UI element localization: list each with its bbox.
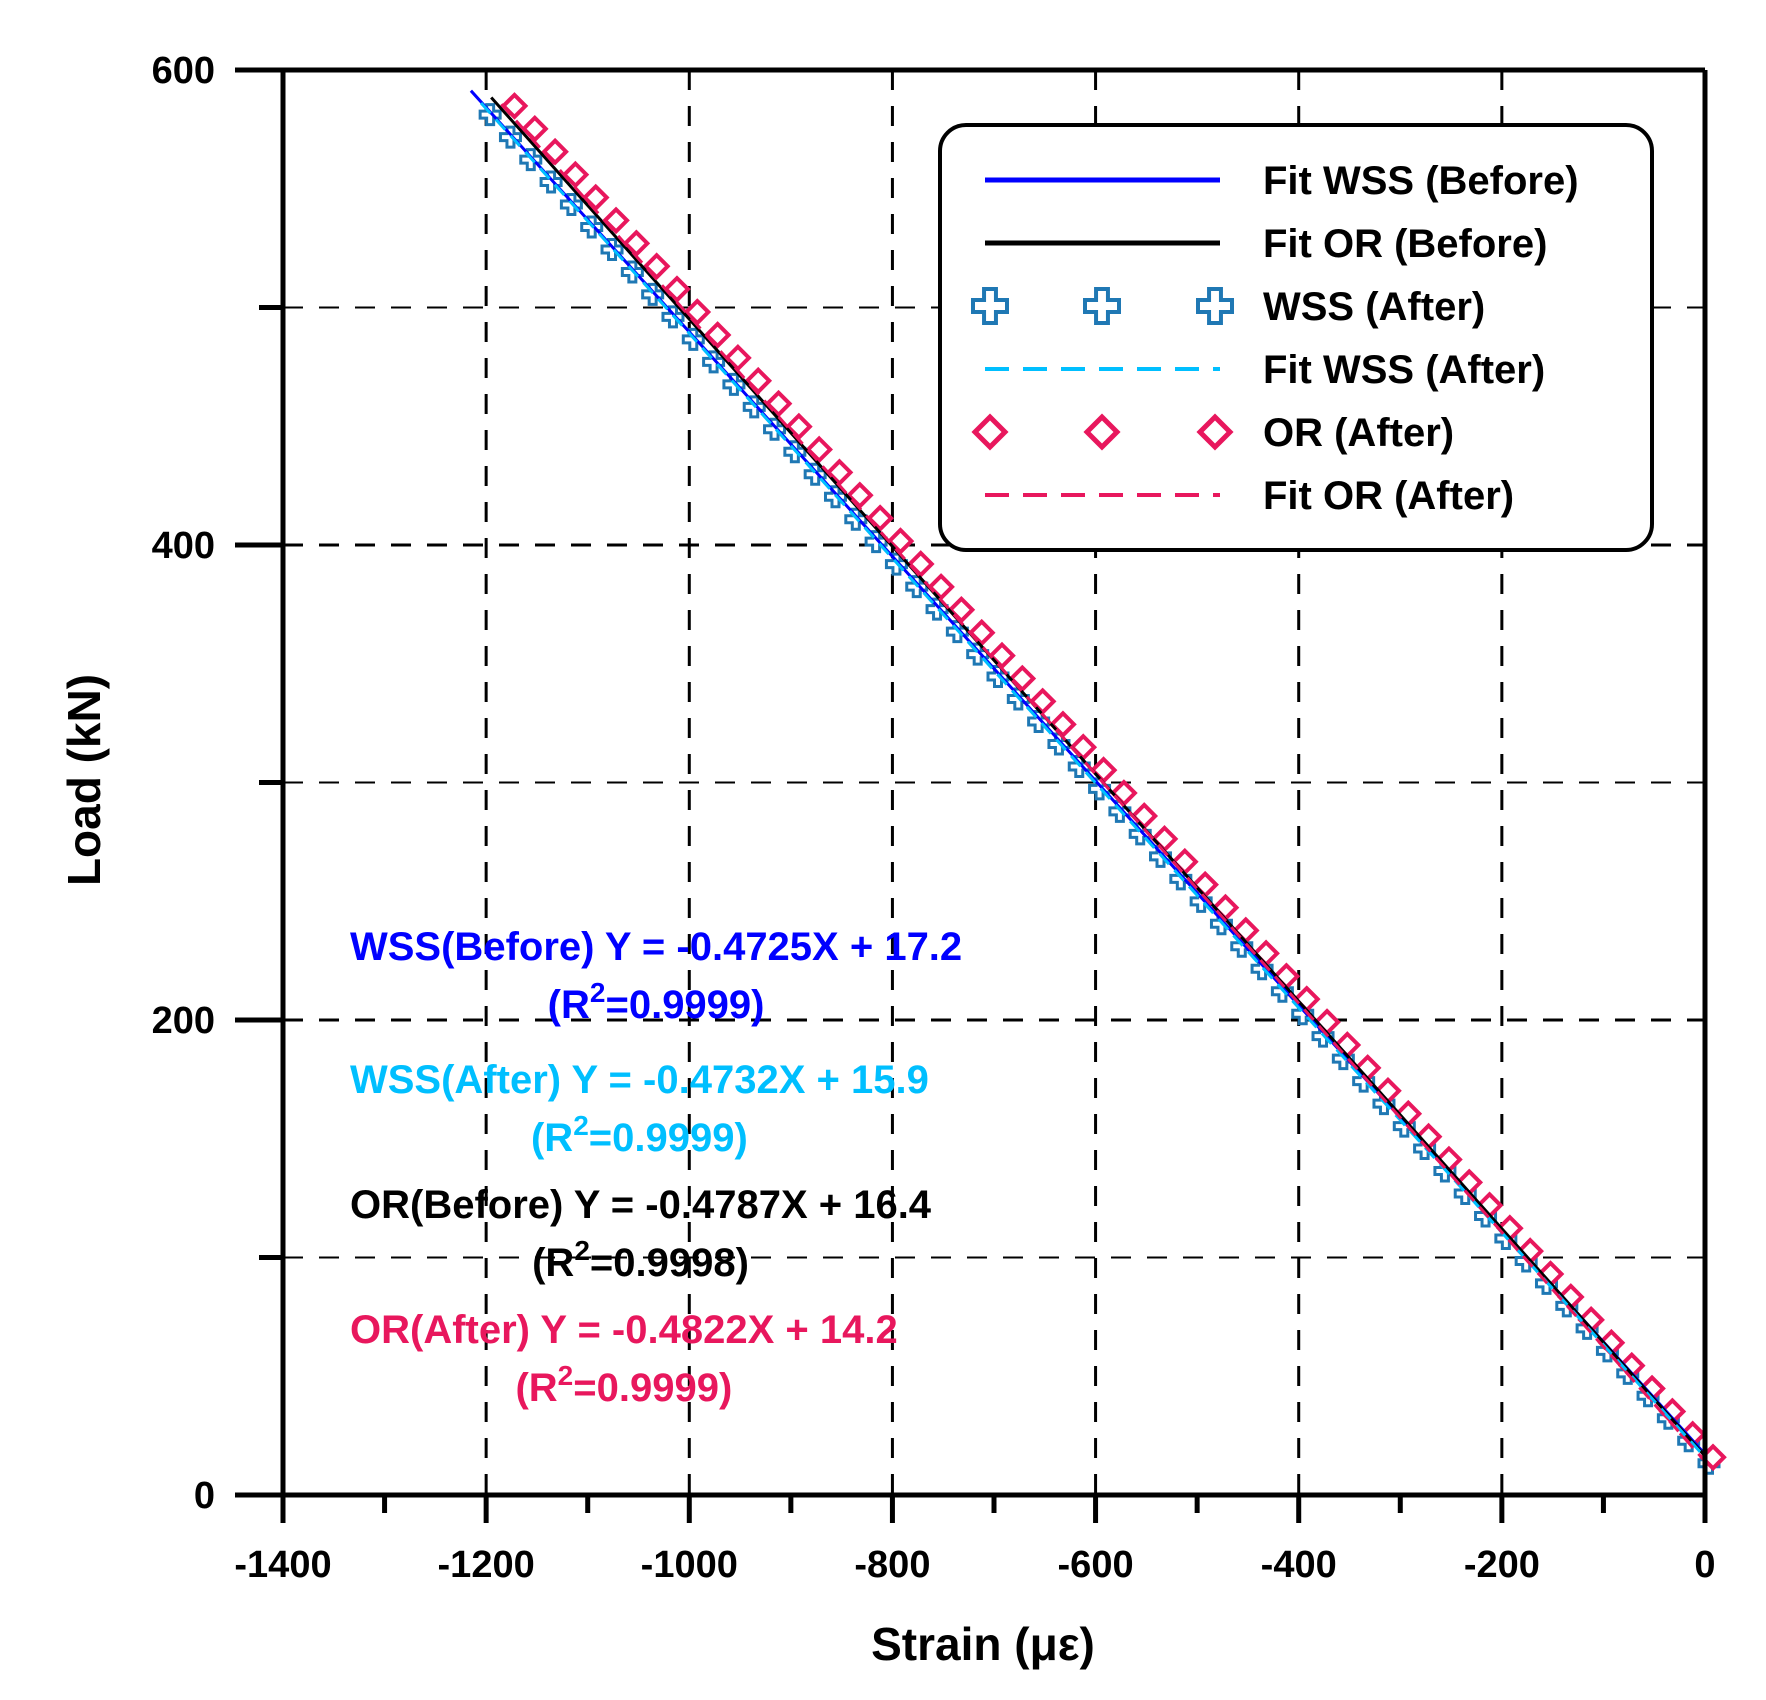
r-squared-line: (R2=0.9999)	[531, 1110, 748, 1160]
legend-item-fit-or-after-: Fit OR (After)	[985, 474, 1514, 518]
data-point-wss-after	[641, 282, 665, 306]
data-point-or-after	[967, 618, 996, 647]
legend: Fit WSS (Before) Fit OR (Before) WSS (Afte…	[938, 123, 1654, 552]
equation-line: OR(Before) Y = -0.4787X + 16.4	[350, 1183, 932, 1227]
r-squared-line: (R2=0.9999)	[548, 977, 765, 1027]
x-tick-label: -200	[1464, 1544, 1540, 1586]
data-point-or-after	[906, 550, 935, 578]
equation-line: WSS(After) Y = -0.4732X + 15.9	[350, 1058, 929, 1102]
x-tick-label: -400	[1261, 1544, 1337, 1586]
data-point-or-after	[988, 641, 1016, 670]
legend-label: Fit WSS (After)	[1263, 348, 1545, 392]
data-point-wss-after	[478, 103, 502, 127]
legend-item-fit-or-before-: Fit OR (Before)	[985, 222, 1547, 266]
legend-swatch-cross-marker	[1196, 287, 1234, 325]
equation-1: WSS(After) Y = -0.4732X + 15.9 (R2=0.9999…	[350, 1058, 929, 1160]
r-squared-prefix: (R	[531, 1116, 573, 1160]
data-point-wss-after	[925, 597, 949, 621]
data-point-or-after	[1028, 687, 1057, 716]
y-tick-label: 600	[152, 50, 215, 92]
data-point-wss-after	[1027, 709, 1051, 733]
legend-item-fit-wss-before-: Fit WSS (Before)	[985, 159, 1579, 203]
equation-line: OR(After) Y = -0.4822X + 14.2	[350, 1308, 898, 1352]
x-axis-title: Strain (με)	[871, 1618, 1095, 1670]
data-point-wss-after	[702, 350, 726, 374]
legend-item-fit-wss-after-: Fit WSS (After)	[985, 348, 1545, 392]
data-point-or-after	[927, 573, 955, 601]
y-tick-label: 400	[152, 525, 215, 567]
legend-swatch-cross-marker	[971, 287, 1009, 325]
x-tick-label: -600	[1058, 1544, 1134, 1586]
r-squared-value: =0.9998)	[590, 1241, 749, 1285]
data-point-wss-after	[864, 530, 888, 554]
x-tick-label: -800	[854, 1544, 930, 1586]
fit-line-fit-or-before-	[490, 96, 1707, 1458]
r-squared-line: (R2=0.9998)	[532, 1235, 749, 1285]
r-squared-prefix: (R	[548, 983, 590, 1027]
data-point-or-after	[805, 435, 833, 464]
data-point-wss-after	[966, 642, 990, 666]
data-point-or-after	[663, 275, 691, 303]
legend-swatch-cross-marker	[1083, 287, 1121, 325]
data-point-or-after	[1069, 733, 1098, 762]
r-squared-value: =0.9999)	[589, 1116, 748, 1160]
data-point-or-after	[1049, 710, 1077, 739]
data-point-wss-after	[763, 417, 787, 441]
r-squared-value: =0.9999)	[605, 983, 764, 1027]
r-squared-superscript: 2	[590, 977, 606, 1008]
legend-item-wss-after-: WSS (After)	[971, 285, 1485, 329]
legend-label: OR (After)	[1263, 411, 1454, 455]
equation-3: OR(After) Y = -0.4822X + 14.2 (R2=0.9999)	[350, 1308, 898, 1410]
y-tick-label: 0	[194, 1475, 215, 1517]
data-point-wss-after	[803, 462, 827, 486]
x-tick-label: -1400	[234, 1544, 331, 1586]
x-tick-label: -1200	[438, 1544, 535, 1586]
r-squared-superscript: 2	[573, 1110, 589, 1141]
data-point-wss-after	[600, 237, 624, 261]
y-axis-title: Load (kN)	[58, 674, 110, 886]
equation-annotations: WSS(Before) Y = -0.4725X + 17.2(R2=0.999…	[350, 925, 962, 1410]
data-point-wss-after	[1088, 777, 1112, 801]
r-squared-superscript: 2	[558, 1360, 574, 1391]
y-tick-label: 200	[152, 1000, 215, 1042]
equation-line: WSS(Before) Y = -0.4725X + 17.2	[350, 925, 962, 969]
legend-swatch-diamond-marker	[1196, 413, 1234, 451]
data-point-or-after	[947, 595, 976, 624]
data-point-wss-after	[539, 170, 563, 194]
r-squared-line: (R2=0.9999)	[515, 1360, 732, 1410]
x-tick-label: -1000	[641, 1544, 738, 1586]
legend-box	[938, 123, 1654, 552]
legend-label: Fit OR (After)	[1263, 474, 1514, 518]
r-squared-prefix: (R	[515, 1366, 557, 1410]
legend-swatch-diamond-marker	[971, 413, 1009, 451]
legend-label: WSS (After)	[1263, 285, 1485, 329]
r-squared-prefix: (R	[532, 1241, 574, 1285]
legend-label: Fit WSS (Before)	[1263, 159, 1579, 203]
legend-item-or-after-: OR (After)	[971, 411, 1454, 455]
axis-ticks: -1400 -1200 -1000 -800 -600 -400 -200 0 0 200 400 6…	[152, 50, 1716, 1586]
equation-2: OR(Before) Y = -0.4787X + 16.4 (R2=0.9998…	[350, 1183, 932, 1285]
legend-swatch-diamond-marker	[1083, 413, 1121, 451]
r-squared-value: =0.9999)	[573, 1366, 732, 1410]
data-point-or-after	[500, 92, 529, 120]
fit-line-fit-or-after-	[500, 103, 1707, 1463]
series-layer	[469, 89, 1727, 1475]
equation-0: WSS(Before) Y = -0.4725X + 17.2 (R2=0.999…	[350, 925, 962, 1027]
x-tick-label: 0	[1694, 1544, 1715, 1586]
r-squared-superscript: 2	[574, 1235, 590, 1266]
data-point-or-after	[1008, 664, 1037, 693]
legend-label: Fit OR (Before)	[1263, 222, 1547, 266]
